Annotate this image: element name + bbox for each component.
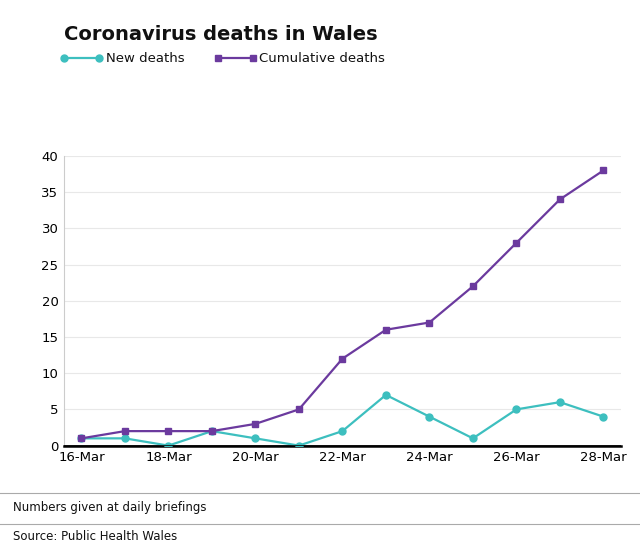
New deaths: [556, 399, 564, 405]
Cumulative deaths: [513, 240, 520, 246]
Line: Cumulative deaths: Cumulative deaths: [78, 167, 607, 442]
Text: Coronavirus deaths in Wales: Coronavirus deaths in Wales: [64, 25, 378, 44]
Cumulative deaths: [121, 428, 129, 434]
Cumulative deaths: [382, 326, 390, 333]
New deaths: [513, 406, 520, 413]
Cumulative deaths: [208, 428, 216, 434]
New deaths: [382, 392, 390, 398]
New deaths: [600, 413, 607, 420]
Cumulative deaths: [469, 283, 477, 290]
New deaths: [208, 428, 216, 434]
Cumulative deaths: [77, 435, 85, 442]
New deaths: [121, 435, 129, 442]
Cumulative deaths: [600, 167, 607, 174]
Cumulative deaths: [556, 196, 564, 203]
Cumulative deaths: [339, 355, 346, 362]
Cumulative deaths: [164, 428, 172, 434]
New deaths: [252, 435, 259, 442]
Cumulative deaths: [252, 421, 259, 427]
Text: New deaths: New deaths: [106, 52, 184, 65]
New deaths: [164, 442, 172, 449]
New deaths: [77, 435, 85, 442]
New deaths: [295, 442, 303, 449]
Text: Source: Public Health Wales: Source: Public Health Wales: [13, 530, 177, 543]
New deaths: [339, 428, 346, 434]
Line: New deaths: New deaths: [78, 392, 607, 449]
New deaths: [426, 413, 433, 420]
New deaths: [469, 435, 477, 442]
Cumulative deaths: [426, 319, 433, 326]
Text: Cumulative deaths: Cumulative deaths: [259, 52, 385, 65]
Text: Numbers given at daily briefings: Numbers given at daily briefings: [13, 501, 206, 514]
Cumulative deaths: [295, 406, 303, 413]
